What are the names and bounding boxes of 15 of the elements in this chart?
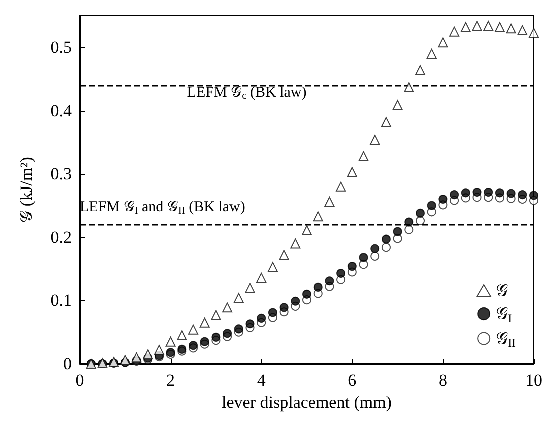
legend-label: 𝒢 [496, 282, 508, 300]
y-tick-label: 0.5 [50, 38, 72, 58]
x-tick-label: 0 [76, 371, 84, 390]
y-axis-title: 𝒢 (kJ/m²) [17, 157, 36, 223]
y-tick-label: 0.1 [50, 291, 72, 310]
y-tick-label: 0 [64, 354, 72, 374]
x-tick-label: 2 [166, 371, 176, 390]
x-tick-label: 8 [438, 371, 448, 390]
y-tick-label: 0.3 [50, 164, 72, 184]
y-tick-label: 0.4 [50, 101, 72, 120]
x-axis-title: lever displacement (mm) [222, 393, 392, 412]
y-tick-label: 0.2 [50, 228, 72, 247]
x-tick-label: 4 [257, 371, 266, 390]
x-tick-label: 10 [526, 371, 542, 390]
x-tick-label: 6 [348, 371, 357, 390]
